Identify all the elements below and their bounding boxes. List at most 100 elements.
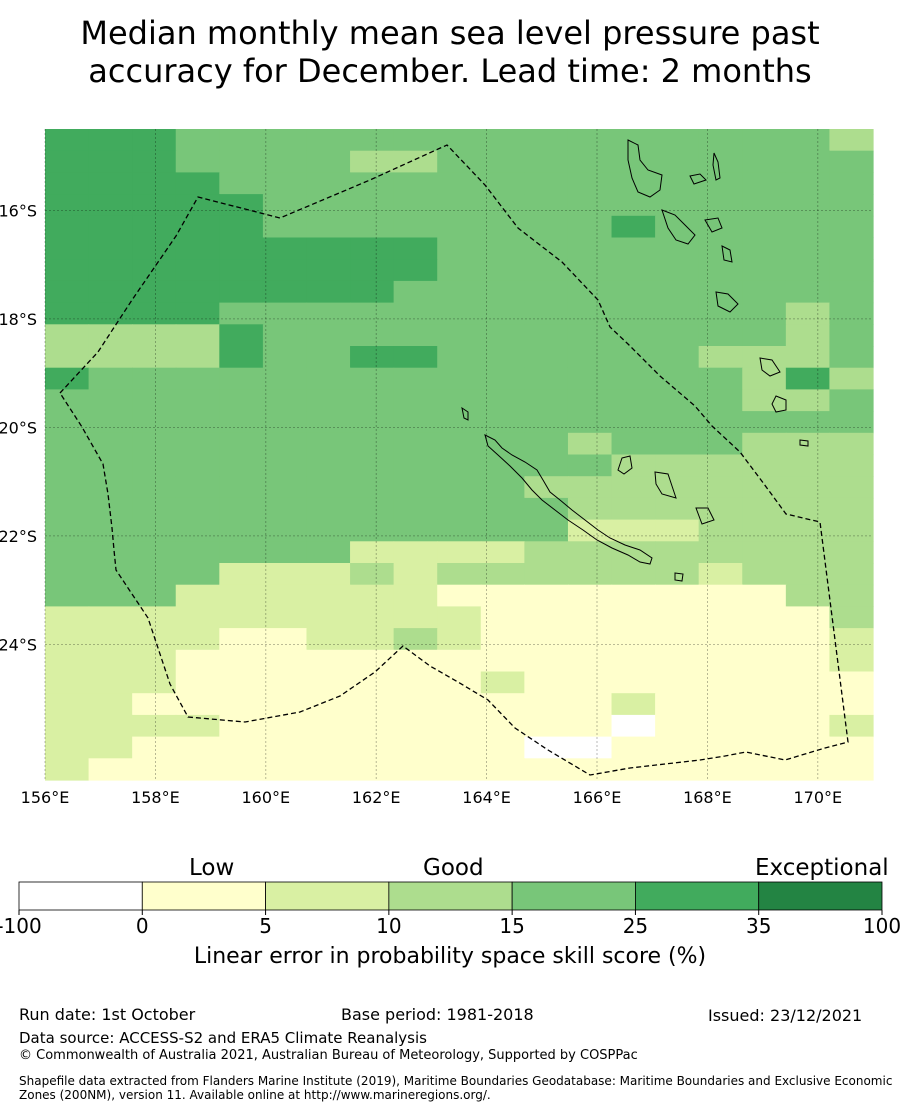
skill-cell [350, 714, 395, 738]
skill-cell [480, 280, 525, 304]
skill-cell [132, 563, 177, 586]
skill-cell [785, 280, 831, 304]
skill-cell [393, 736, 438, 759]
skill-cell [393, 628, 438, 651]
skill-cell [567, 150, 613, 173]
skill-cell [655, 736, 700, 759]
skill-cell [350, 497, 395, 521]
skill-cell [132, 671, 177, 694]
skill-cell [175, 476, 220, 499]
skill-cell [698, 671, 743, 694]
skill-cell [698, 389, 743, 412]
skill-cell [437, 714, 482, 738]
skill-cell [45, 237, 90, 260]
skill-cell [829, 150, 874, 173]
colorbar-tick-label: 25 [623, 914, 648, 938]
skill-cell [611, 497, 656, 521]
skill-cell [567, 519, 613, 542]
skill-cell [829, 259, 874, 282]
skill-cell [698, 628, 743, 651]
skill-cell [132, 714, 177, 738]
skill-cell [88, 541, 133, 564]
skill-cell [350, 259, 395, 282]
skill-cell [437, 389, 482, 412]
skill-cell [262, 411, 308, 434]
skill-cell [785, 606, 831, 629]
skill-cell [480, 324, 525, 347]
skill-cell [524, 367, 569, 390]
skill-cell [437, 758, 482, 781]
skill-cell [698, 476, 743, 499]
skill-cell [698, 302, 743, 325]
skill-cell [88, 259, 133, 282]
skill-cell [742, 172, 787, 195]
skill-cell [437, 519, 482, 542]
skill-cell [567, 215, 613, 239]
skill-cell [175, 302, 220, 325]
skill-cell [785, 649, 831, 673]
skill-cell [175, 758, 220, 781]
skill-cell [132, 237, 177, 260]
island-east-2 [799, 439, 809, 447]
skill-cell [88, 129, 133, 152]
skill-cell [655, 649, 700, 673]
skill-cell [219, 758, 264, 781]
skill-cell [45, 215, 90, 239]
skill-cell [437, 454, 482, 477]
loyalty-ouvea [617, 455, 633, 475]
skill-cell [480, 693, 525, 716]
skill-cell [524, 497, 569, 521]
skill-cell [175, 215, 220, 239]
skill-cell [262, 237, 308, 260]
skill-cell [306, 302, 351, 325]
skill-cell [262, 150, 308, 173]
skill-cell [88, 432, 133, 456]
skill-cell [45, 584, 90, 607]
skill-cell [393, 324, 438, 347]
skill-cell [350, 411, 395, 434]
skill-cell [393, 215, 438, 239]
skill-cell [524, 280, 569, 304]
skill-cell [219, 476, 264, 499]
colorbar-tick-label: 10 [376, 914, 401, 938]
skill-cell [785, 736, 831, 759]
skill-cell [567, 237, 613, 260]
skill-cell [567, 714, 613, 738]
colorbar-axis-label: Linear error in probability space skill … [193, 944, 707, 969]
skill-cell [132, 606, 177, 629]
skill-cell [742, 259, 787, 282]
skill-cell [306, 541, 351, 564]
skill-cell [219, 411, 264, 434]
skill-cell [655, 693, 700, 716]
skill-cell [306, 150, 351, 173]
skill-cell [437, 215, 482, 239]
skill-cell [306, 606, 351, 629]
skill-cell [437, 584, 482, 607]
skill-cell [132, 497, 177, 521]
skill-cell [742, 411, 787, 434]
skill-cell [262, 367, 308, 390]
skill-cell [785, 302, 831, 325]
skill-map: 156°E 158°E 160°E 162°E 164°E 166°E 168°E 170°E… [0, 129, 874, 807]
skill-cell [132, 411, 177, 434]
skill-cell [393, 519, 438, 542]
skill-cell [393, 129, 438, 152]
skill-cell [219, 172, 264, 195]
skill-cell [350, 172, 395, 195]
skill-cell [45, 259, 90, 282]
skill-cell [785, 237, 831, 260]
skill-cell [219, 129, 264, 152]
skill-cell [45, 693, 90, 716]
lon-tick-label: 162°E [352, 788, 401, 807]
skill-cell [350, 758, 395, 781]
skill-cell [88, 584, 133, 607]
skill-cell [219, 693, 264, 716]
skill-cell [393, 671, 438, 694]
skill-cell [262, 758, 308, 781]
skill-cell [88, 280, 133, 304]
skill-cell [262, 259, 308, 282]
skill-cell [655, 541, 700, 564]
skill-cell [611, 172, 656, 195]
skill-cell [655, 346, 700, 369]
skill-cell [350, 302, 395, 325]
